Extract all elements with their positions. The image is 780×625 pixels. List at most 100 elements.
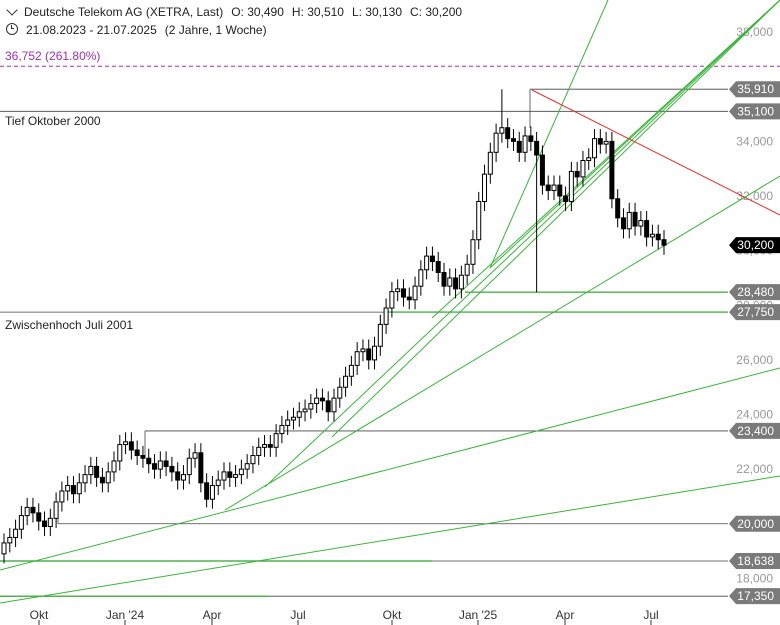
x-tick-label: Jul [290, 608, 305, 622]
candle [285, 410, 291, 436]
x-tick-label: Jul [643, 608, 658, 622]
candle [169, 456, 175, 482]
close-value: C: 30,200 [410, 5, 463, 19]
candle [279, 415, 285, 444]
candle-body [319, 397, 325, 402]
candle [539, 145, 545, 195]
candle-body [65, 485, 71, 492]
candle [262, 435, 268, 457]
candle [563, 186, 569, 212]
candle-body [545, 184, 551, 192]
level-badge-shape [729, 552, 780, 569]
candle-body [262, 444, 268, 448]
x-tick-label: Apr [203, 608, 222, 622]
candle-body [88, 465, 94, 476]
candle [522, 126, 528, 162]
candle [134, 440, 140, 466]
candle [580, 150, 586, 187]
x-tick-label: Jan '25 [459, 608, 498, 622]
candle [13, 519, 19, 548]
candle [99, 467, 105, 493]
candle [88, 456, 94, 485]
candle [383, 298, 389, 334]
candle-body [638, 220, 644, 227]
candle-body [1, 542, 7, 555]
candle [429, 246, 435, 272]
candle-body [348, 364, 354, 377]
candle [453, 268, 459, 299]
candle [24, 497, 30, 526]
level-badge-text: 23,400 [737, 424, 774, 438]
candle-body [117, 444, 123, 462]
candle-body [105, 471, 111, 484]
candle-body [476, 200, 482, 241]
candle [290, 407, 296, 430]
candle [586, 148, 592, 171]
candle-body [244, 463, 250, 470]
candle-body [372, 345, 378, 361]
candle-body [42, 520, 48, 528]
candle-body [186, 457, 192, 476]
high-value: H: 30,510 [291, 5, 344, 19]
candle-body [505, 127, 511, 140]
candle-body [400, 288, 406, 298]
candle [447, 268, 453, 296]
candle [192, 443, 198, 468]
candle [325, 391, 331, 422]
candle [209, 475, 215, 509]
trend-line [489, 0, 609, 269]
candle-body [487, 151, 493, 175]
candle-body [649, 233, 655, 238]
candle-body [661, 239, 667, 246]
candle-body [510, 138, 516, 142]
candle-body [163, 460, 169, 467]
candle [435, 252, 441, 283]
level-badge-shape [729, 304, 780, 321]
y-tick-label: 34,000 [736, 134, 773, 148]
period-row: 21.08.2023 - 21.07.2025 (2 Jahre, 1 Woche… [6, 22, 275, 37]
candle-body [279, 424, 285, 435]
clock-icon [6, 23, 18, 35]
candle [319, 388, 325, 411]
candle-body [429, 255, 435, 263]
candle-body [424, 255, 430, 271]
candle-body [290, 416, 296, 421]
candle [389, 282, 395, 318]
candle-body [233, 474, 239, 478]
candle [377, 314, 383, 356]
candle-body [314, 397, 320, 405]
candle-body [238, 468, 244, 476]
candle-body [586, 157, 592, 162]
candle [308, 394, 314, 419]
y-tick-label: 22,000 [736, 462, 773, 476]
candle-body [377, 323, 383, 347]
candle [238, 459, 244, 485]
level-badge: 20,000 [729, 515, 780, 532]
candle-body [59, 490, 65, 503]
candle-body [18, 515, 24, 530]
candle-body [337, 386, 343, 399]
x-tick-label: Okt [383, 608, 402, 622]
candle-body [140, 455, 146, 459]
collapse-chevron-icon[interactable] [6, 4, 18, 16]
candle-body [470, 239, 476, 265]
candle-body [198, 452, 204, 484]
candle [198, 443, 204, 493]
candle [620, 208, 626, 239]
candle-body [123, 441, 129, 446]
low-value: L: 30,130 [351, 5, 403, 19]
candle-body [453, 277, 459, 290]
candle-body [615, 198, 621, 219]
tief-oktober-label: Tief Oktober 2000 [5, 114, 101, 128]
candle [152, 454, 158, 479]
candle [18, 506, 24, 539]
candle-body [354, 351, 360, 366]
level-badge-text: 28,480 [737, 285, 774, 299]
x-tick-label: Okt [30, 608, 49, 622]
candle [476, 191, 482, 250]
candle [337, 377, 343, 408]
candle [256, 437, 262, 466]
candle [615, 189, 621, 228]
